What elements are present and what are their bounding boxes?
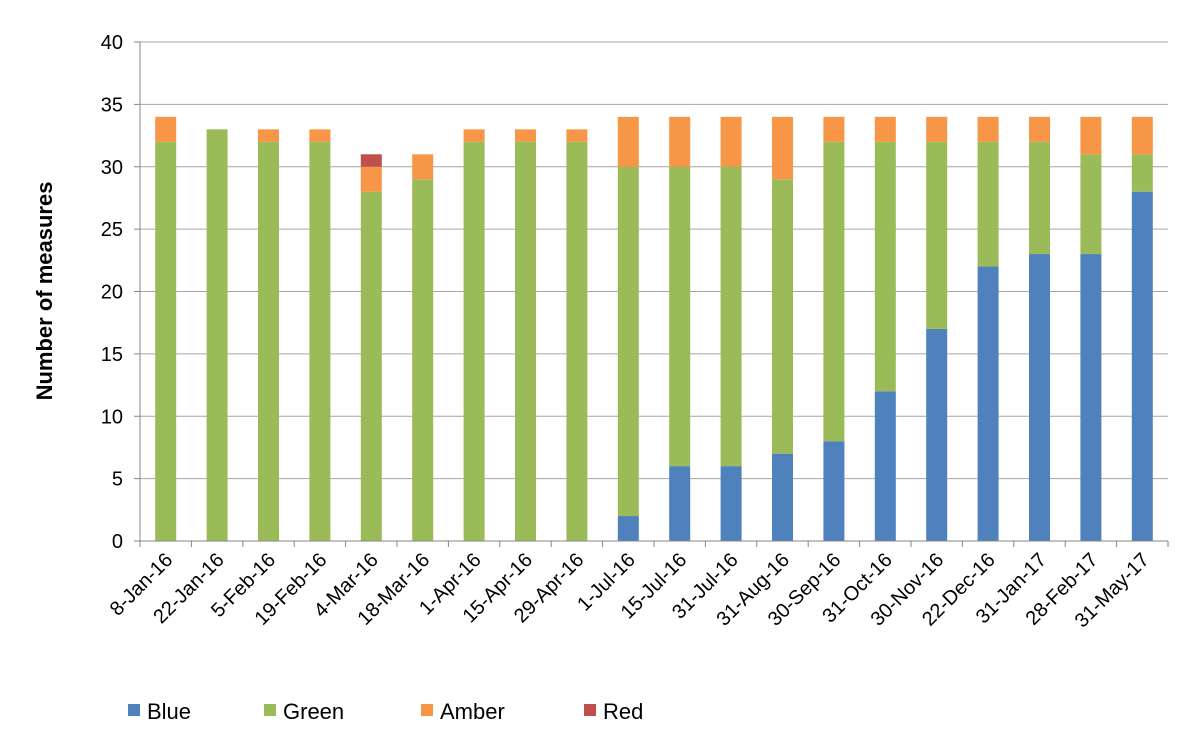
bars [155,116,1153,542]
legend-label-red: Red [603,699,643,724]
bar-segment-blue [1029,254,1050,541]
bar-segment-blue [874,391,896,541]
bar-segment-green [155,141,177,542]
x-tick-labels: 8-Jan-1622-Jan-165-Feb-1619-Feb-164-Mar-… [106,549,1154,632]
y-tick-label: 10 [101,406,123,428]
y-tick-labels: 0 5 10 15 20 25 30 35 40 [101,32,123,553]
bar-segment-green [566,141,588,542]
bar-segment-green [669,166,691,467]
bar-segment-green [1029,141,1050,255]
y-tick-label: 30 [101,157,123,179]
y-axis-title: Number of measures [32,182,57,401]
bar-segment-green [258,141,279,542]
bar-segment-blue [823,441,845,541]
legend-swatch-blue [128,704,140,716]
bar-segment-amber [155,116,177,142]
bar-segment-amber [463,129,485,142]
bar-segment-amber [669,116,691,167]
bar-segment-amber [977,116,999,142]
bar-segment-red [360,154,382,167]
bar-segment-amber [515,129,536,142]
bar-segment-blue [772,453,793,541]
bar-segment-amber [1080,116,1102,155]
y-tick-label: 15 [101,344,123,366]
legend-swatch-green [264,704,276,716]
bar-segment-amber [309,129,331,142]
bar-segment-green [412,179,434,541]
bar-segment-blue [977,266,999,541]
bar-segment-green [617,166,639,517]
bar-segment-blue [720,466,742,541]
bar-segment-amber [720,116,742,167]
bar-segment-amber [874,116,896,142]
bar-segment-amber [772,116,793,180]
y-tick-label: 35 [101,94,123,116]
bar-segment-green [926,141,948,329]
bar-segment-amber [617,116,639,167]
y-tick-label: 20 [101,282,123,304]
bar-segment-blue [926,328,948,541]
bar-segment-amber [823,116,845,142]
legend-label-blue: Blue [147,699,191,724]
bar-segment-green [1080,154,1102,255]
bar-segment-blue [617,516,639,541]
bar-segment-green [1131,154,1153,192]
bar-segment-green [206,129,228,541]
bar-segment-amber [1029,116,1050,142]
bar-segment-green [463,141,485,542]
legend-swatch-amber [421,704,433,716]
axes [134,41,1169,547]
y-tick-label: 25 [101,219,123,241]
y-tick-label: 5 [112,469,123,491]
legend: Blue Green Amber Red [128,699,643,724]
bar-segment-green [823,141,845,442]
bar-segment-green [309,141,331,542]
bar-segment-green [977,141,999,267]
bar-segment-green [874,141,896,392]
bar-segment-amber [258,129,279,142]
bar-segment-blue [1080,254,1102,541]
bar-segment-amber [926,116,948,142]
gridlines [140,41,1168,480]
y-tick-label: 0 [112,531,123,553]
bar-segment-green [360,191,382,541]
legend-swatch-red [584,704,596,716]
bar-segment-green [515,141,536,542]
bar-segment-amber [360,166,382,192]
bar-segment-amber [1131,116,1153,155]
legend-label-green: Green [283,699,344,724]
legend-label-amber: Amber [440,699,505,724]
bar-segment-amber [412,154,434,180]
bar-segment-green [720,166,742,467]
bar-segment-blue [669,466,691,541]
bar-segment-blue [1131,191,1153,541]
y-tick-label: 40 [101,32,123,54]
bar-segment-green [772,179,793,454]
bar-segment-amber [566,129,588,142]
